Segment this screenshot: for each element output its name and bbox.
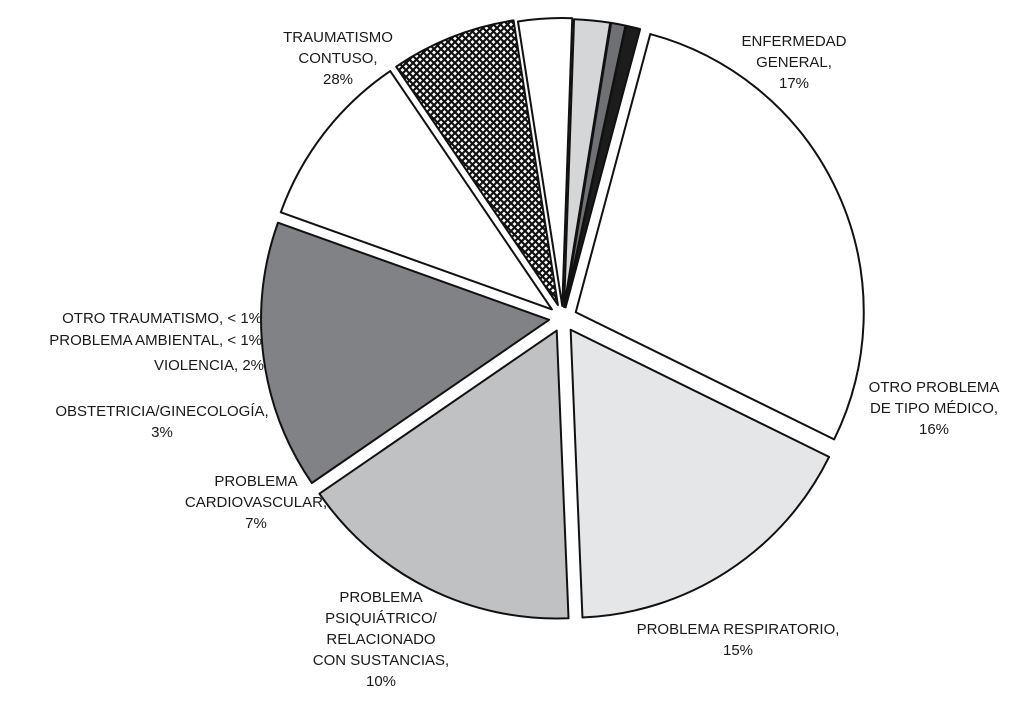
pie-slice-enfermedad-general: [569, 328, 831, 619]
slice-label-problema-cardiovascular: PROBLEMA CARDIOVASCULAR, 7%: [185, 473, 327, 532]
pie-slice-problema-respiratorio: [260, 221, 551, 485]
slice-label-line: OBSTETRICIA/GINECOLOGÍA,: [55, 403, 268, 420]
slice-label-line: 17%: [779, 75, 809, 92]
slice-label-line: 10%: [366, 673, 396, 690]
slice-label-line: CON SUSTANCIAS,: [313, 652, 449, 669]
pie-slice-traumatismo-contuso: [574, 33, 865, 441]
slice-label-otro-traumatismo: OTRO TRAUMATISMO, < 1%: [62, 310, 262, 327]
slice-label-line: 15%: [723, 642, 753, 659]
slice-label-line: GENERAL,: [756, 54, 832, 71]
slice-label-violencia: VIOLENCIA, 2%: [154, 357, 264, 374]
slice-label-line: OTRO TRAUMATISMO, < 1%: [62, 310, 262, 327]
slice-label-line: TRAUMATISMO: [283, 29, 393, 46]
slice-label-line: PROBLEMA: [214, 473, 297, 490]
slice-label-problema-psiquiatrico-relacionado-con-sustancias: PROBLEMA PSIQUIÁTRICO/RELACIONADO CON SUST…: [313, 589, 449, 690]
slice-label-line: ENFERMEDAD: [741, 33, 846, 50]
slice-label-traumatismo-contuso: TRAUMATISMO CONTUSO, 28%: [283, 29, 393, 88]
slice-label-line: OTRO PROBLEMA: [869, 379, 1000, 396]
slice-label-otro-problema-de-tipo-medico: OTRO PROBLEMA DE TIPO MÉDICO, 16%: [869, 379, 1000, 438]
slice-label-line: 7%: [245, 515, 267, 532]
slice-label-line: 16%: [919, 421, 949, 438]
slice-label-line: VIOLENCIA, 2%: [154, 357, 264, 374]
slice-label-line: PROBLEMA: [339, 589, 422, 606]
slice-label-obstetricia-ginecologia: OBSTETRICIA/GINECOLOGÍA, 3%: [55, 403, 268, 441]
slice-label-problema-ambiental: PROBLEMA AMBIENTAL, < 1%: [49, 332, 262, 349]
slice-label-line: PSIQUIÁTRICO/: [325, 610, 438, 627]
pie-slice-problema-psiquiatrico-relacionado-con-sustancias: [279, 70, 553, 311]
pie-slice-obstetricia-ginecologia: [516, 17, 574, 308]
slice-label-line: 28%: [323, 71, 353, 88]
slice-label-line: CONTUSO,: [298, 50, 377, 67]
slice-label-line: PROBLEMA AMBIENTAL, < 1%: [49, 332, 262, 349]
slice-label-line: 3%: [151, 424, 173, 441]
slice-label-line: CARDIOVASCULAR,: [185, 494, 327, 511]
slice-label-line: PROBLEMA RESPIRATORIO,: [637, 621, 840, 638]
pie-slice-problema-cardiovascular: [395, 19, 559, 306]
pie-slice-otro-traumatismo: [564, 24, 642, 309]
slice-label-line: RELACIONADO: [326, 631, 435, 648]
slice-label-problema-respiratorio: PROBLEMA RESPIRATORIO, 15%: [637, 621, 840, 659]
pie-slice-otro-problema-de-tipo-medico: [318, 329, 570, 620]
slice-label-enfermedad-general: ENFERMEDAD GENERAL, 17%: [741, 33, 846, 92]
slice-label-line: DE TIPO MÉDICO,: [870, 400, 998, 417]
